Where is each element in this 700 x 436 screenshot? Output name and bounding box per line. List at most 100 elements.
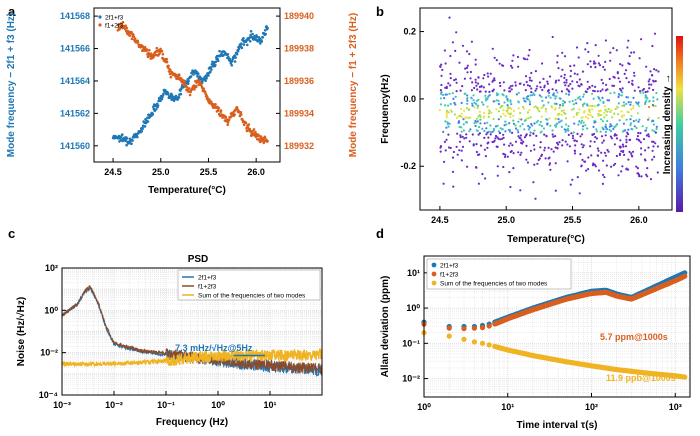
x-tick-label: 25.0 <box>152 167 170 177</box>
scatter-point <box>477 133 480 136</box>
scatter-point <box>471 133 474 136</box>
scatter-point <box>475 84 478 87</box>
series-2-point <box>226 121 230 124</box>
series-1-point <box>242 37 245 40</box>
scatter-point <box>654 80 657 83</box>
scatter-point <box>512 114 515 117</box>
scatter-point <box>451 170 455 173</box>
scatter-point <box>472 99 475 102</box>
scatter-point <box>502 81 505 84</box>
y-left-tick-label: 141568 <box>60 11 90 21</box>
scatter-point <box>495 59 498 62</box>
scatter-point <box>621 91 624 94</box>
scatter-point <box>618 80 622 83</box>
scatter-point <box>474 58 477 61</box>
series-2-point <box>117 23 120 27</box>
scatter-point <box>463 137 466 140</box>
series-2-point <box>257 134 261 137</box>
scatter-point <box>453 101 456 105</box>
scatter-point <box>447 111 450 114</box>
scatter-point <box>471 81 474 84</box>
scatter-point <box>521 142 524 145</box>
scatter-point <box>533 122 536 125</box>
scatter-point <box>527 128 530 131</box>
scatter-point <box>496 165 499 168</box>
scatter-point <box>610 109 613 112</box>
scatter-point <box>630 114 633 118</box>
scatter-point <box>470 89 473 92</box>
scatter-point <box>549 168 552 171</box>
scatter-point <box>569 183 572 186</box>
scatter-point <box>580 165 583 168</box>
scatter-point <box>581 116 584 119</box>
scatter-point <box>440 63 443 66</box>
series-1-point <box>189 75 193 78</box>
scatter-point <box>476 104 479 107</box>
scatter-point <box>601 82 605 85</box>
scatter-point <box>637 86 640 89</box>
scatter-point <box>528 79 532 82</box>
scatter-point <box>597 95 600 98</box>
scatter-point <box>507 128 510 131</box>
scatter-point <box>525 144 528 147</box>
scatter-point <box>599 130 602 133</box>
scatter-point <box>638 57 641 60</box>
scatter-point <box>480 85 483 88</box>
series-2-point <box>124 24 128 28</box>
scatter-point <box>477 115 480 118</box>
scatter-point <box>551 129 554 132</box>
series-2-point <box>217 108 220 112</box>
scatter-point <box>568 90 571 93</box>
scatter-point <box>547 157 550 160</box>
scatter-point <box>454 78 457 81</box>
scatter-point <box>571 80 574 83</box>
scatter-point <box>591 108 594 111</box>
series-1-point <box>248 40 252 43</box>
scatter-point <box>465 133 468 136</box>
series-2-point <box>141 45 144 48</box>
scatter-point <box>601 182 605 185</box>
scatter-point <box>469 128 472 131</box>
scatter-point <box>633 89 636 92</box>
scatter-point <box>466 165 469 168</box>
scatter-point <box>443 160 446 163</box>
scatter-point <box>613 76 616 79</box>
scatter-point <box>562 104 565 107</box>
scatter-point <box>547 101 550 104</box>
scatter-point <box>461 135 464 138</box>
scatter-point <box>497 110 501 113</box>
scatter-point <box>512 109 516 112</box>
scatter-point <box>497 130 501 133</box>
legend-label: f1+2f3 <box>440 272 459 279</box>
scatter-point <box>544 110 548 113</box>
series-1-point <box>234 56 237 59</box>
scatter-point <box>562 99 565 102</box>
scatter-point <box>605 83 608 86</box>
series-1-point <box>236 50 240 53</box>
scatter-point <box>521 123 524 126</box>
scatter-point <box>651 149 654 152</box>
scatter-point <box>645 173 648 176</box>
scatter-point <box>573 149 577 152</box>
x-tick-label: 10² <box>585 402 598 412</box>
series-1-point <box>218 49 221 53</box>
series-2-point <box>136 40 140 44</box>
scatter-point <box>469 70 472 74</box>
scatter-point <box>536 119 540 122</box>
scatter-point <box>632 96 635 99</box>
series-1-point <box>233 54 236 57</box>
scatter-point <box>555 79 558 82</box>
scatter-point <box>448 92 451 95</box>
scatter-point <box>532 181 535 184</box>
series-1-point <box>186 82 190 85</box>
scatter-point <box>446 123 449 126</box>
series-2-point <box>239 110 243 114</box>
scatter-point <box>620 94 624 97</box>
series-1-point <box>207 74 210 77</box>
scatter-point <box>598 109 601 113</box>
scatter-point <box>478 153 481 156</box>
scatter-point <box>530 79 533 82</box>
scatter-point <box>636 167 640 170</box>
scatter-point <box>476 82 480 85</box>
scatter-point <box>599 90 602 93</box>
